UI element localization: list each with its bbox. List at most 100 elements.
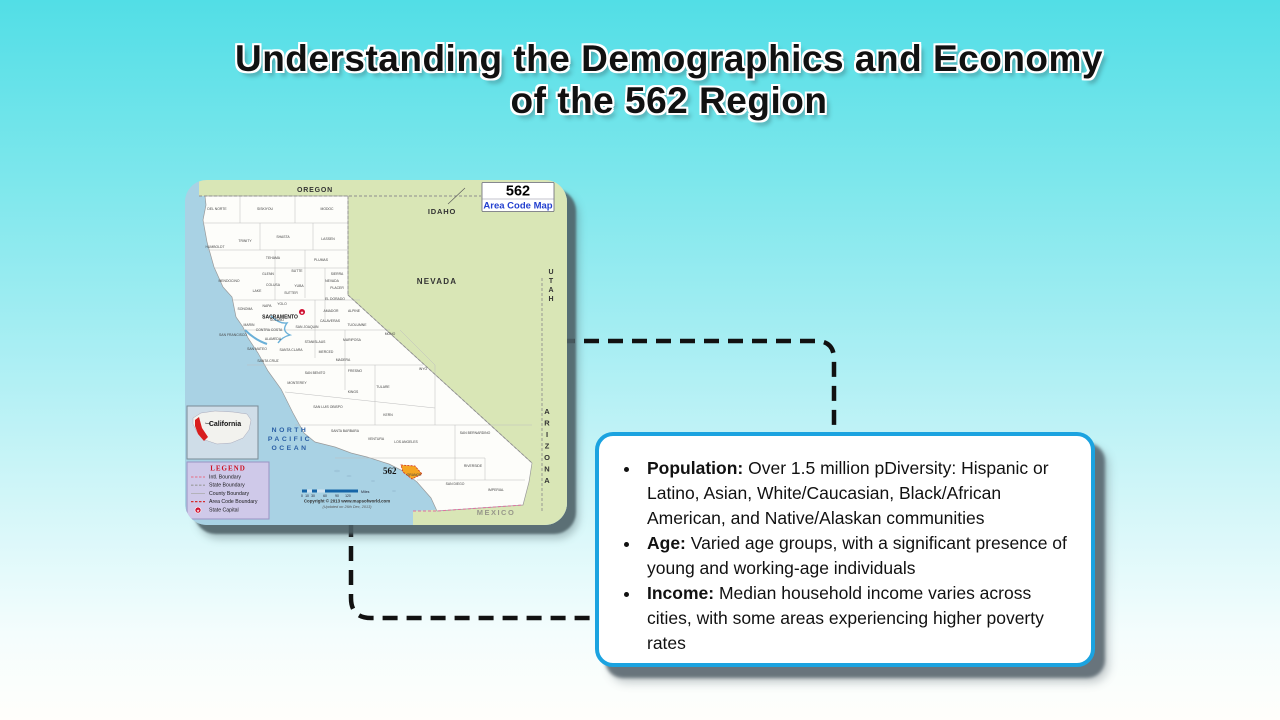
idaho-pointer-line: [447, 187, 466, 205]
scale-unit: Miles: [361, 490, 370, 494]
bullet-label: Population:: [647, 458, 744, 478]
legend-item-label: Intl. Boundary: [209, 475, 241, 481]
county-label: SAN LUIS OBISPO: [313, 405, 343, 409]
state-label: A: [544, 407, 550, 416]
county-label: NAPA: [263, 304, 273, 308]
state-label: A: [544, 476, 550, 485]
county-label: TRINITY: [238, 239, 252, 243]
county-label: SANTA BARBARA: [331, 429, 360, 433]
state-label: MEXICO: [477, 508, 516, 517]
county-label: MARIPOSA: [343, 338, 362, 342]
copyright-line2: (Updated on 26th Dec, 2013): [323, 505, 373, 509]
inset-california-label: California: [209, 421, 241, 428]
county-label: SAN MATEO: [247, 347, 267, 351]
county-label: LAKE: [253, 289, 262, 293]
county-label: TULARE: [376, 385, 390, 389]
county-label: EL DORADO: [325, 297, 345, 301]
county-label: INYO: [419, 367, 428, 371]
demographics-info-card: Population: Over 1.5 million pDiversity:…: [595, 432, 1095, 667]
county-label: SAN BENITO: [305, 371, 326, 375]
county-label: MADERA: [336, 358, 351, 362]
county-label: RIVERSIDE: [464, 464, 483, 468]
bullet-label: Age:: [647, 533, 686, 553]
legend-title: LEGEND: [210, 465, 246, 473]
county-label: YOLO: [277, 302, 287, 306]
demographics-bullet-list: Population: Over 1.5 million pDiversity:…: [623, 456, 1073, 656]
demographics-bullet-item: Age: Varied age groups, with a significa…: [641, 531, 1073, 581]
state-capital-marker: ★: [298, 308, 306, 316]
county-label: VENTURA: [368, 437, 385, 441]
county-label: PLACER: [330, 286, 344, 290]
map-562-label: 562: [383, 466, 397, 476]
county-label: SAN BERNARDINO: [460, 431, 491, 435]
state-label: T: [549, 278, 554, 285]
county-label: SISKIYOU: [257, 207, 274, 211]
county-label: SUTTER: [284, 291, 298, 295]
inset-california-shape: [195, 417, 208, 441]
county-label: PLUMAS: [314, 258, 329, 262]
county-label: KERN: [383, 413, 393, 417]
ocean-label-line: PACIFIC: [268, 436, 312, 443]
scale-tick: 120: [345, 494, 351, 498]
legend-capital-star: ★: [196, 508, 200, 513]
county-label: NEVADA: [325, 279, 339, 283]
county-label: YUBA: [294, 284, 304, 288]
area-code-map-562: ★ 562 Area Code Map NORTH PACIFIC OCEAN Ca…: [185, 180, 567, 525]
county-label: SANTA CLARA: [279, 348, 303, 352]
sacramento-delta-rivers: [270, 315, 293, 344]
neighbor-states-region: [199, 180, 567, 525]
county-label: COLUSA: [266, 283, 281, 287]
state-label: IDAHO: [428, 207, 456, 216]
connector-line-map-to-card-top: [560, 338, 837, 429]
county-label: FRESNO: [348, 369, 362, 373]
legend-item-label: State Capital: [209, 507, 239, 513]
county-label: SHASTA: [276, 235, 290, 239]
county-label: GLENN: [262, 272, 274, 276]
county-label: TEHAMA: [266, 256, 281, 260]
connector-line-map-to-card-left: [348, 522, 592, 621]
state-label: R: [544, 419, 550, 428]
page-title: Understanding the Demographics and Econo…: [58, 38, 1280, 122]
capital-label: SACRAMENTO: [262, 315, 298, 321]
county-label: LOS ANGELES: [394, 440, 418, 444]
ocean-label-line: NORTH: [272, 427, 309, 434]
state-label: O: [544, 453, 550, 462]
california-inset-map: California: [186, 405, 259, 460]
state-boundaries: [199, 195, 543, 512]
svg-text:★: ★: [300, 310, 304, 315]
county-label: ALAMEDA: [265, 337, 282, 341]
demographics-bullet-item: Income: Median household income varies a…: [641, 581, 1073, 656]
county-boundaries: [203, 196, 532, 481]
state-label: A: [548, 287, 553, 294]
map-legend: LEGEND Intl. Boundary State Boundary Count…: [186, 461, 270, 520]
county-label: ORANGE: [407, 473, 422, 477]
ocean-label-line: OCEAN: [271, 445, 308, 452]
county-label: CONTRA COSTA: [256, 328, 283, 332]
state-label: Z: [545, 442, 550, 451]
county-label: STANISLAUS: [305, 340, 327, 344]
legend-item-label: County Boundary: [209, 491, 249, 497]
scale-tick: 30: [311, 494, 315, 498]
bullet-label: Income:: [647, 583, 715, 603]
state-label: NEVADA: [417, 277, 457, 286]
scale-tick: 0: [301, 494, 303, 498]
mexico-boundary: [413, 504, 524, 512]
california-region: [202, 195, 533, 512]
area-code-box: 562 Area Code Map: [481, 182, 555, 212]
county-label: SAN DIEGO: [446, 482, 465, 486]
county-label: MENDOCINO: [218, 279, 239, 283]
legend-item-label: State Boundary: [209, 483, 245, 489]
county-label: SONOMA: [237, 307, 253, 311]
county-label: MONTEREY: [287, 381, 307, 385]
state-label: N: [544, 465, 549, 474]
county-label: SANTA CRUZ: [257, 359, 278, 363]
state-label: H: [548, 296, 553, 303]
county-label: IMPERIAL: [488, 488, 504, 492]
county-label: BUTTE: [291, 269, 303, 273]
county-label: MARIN: [244, 323, 255, 327]
area-562-highlight: [400, 464, 423, 480]
page-title-line2: of the 562 Region: [510, 80, 828, 121]
county-label: SIERRA: [331, 272, 344, 276]
